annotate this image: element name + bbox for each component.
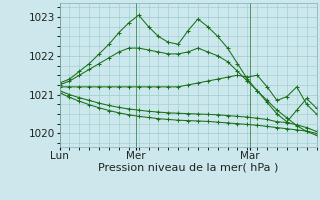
X-axis label: Pression niveau de la mer( hPa ): Pression niveau de la mer( hPa ) [98, 163, 278, 173]
